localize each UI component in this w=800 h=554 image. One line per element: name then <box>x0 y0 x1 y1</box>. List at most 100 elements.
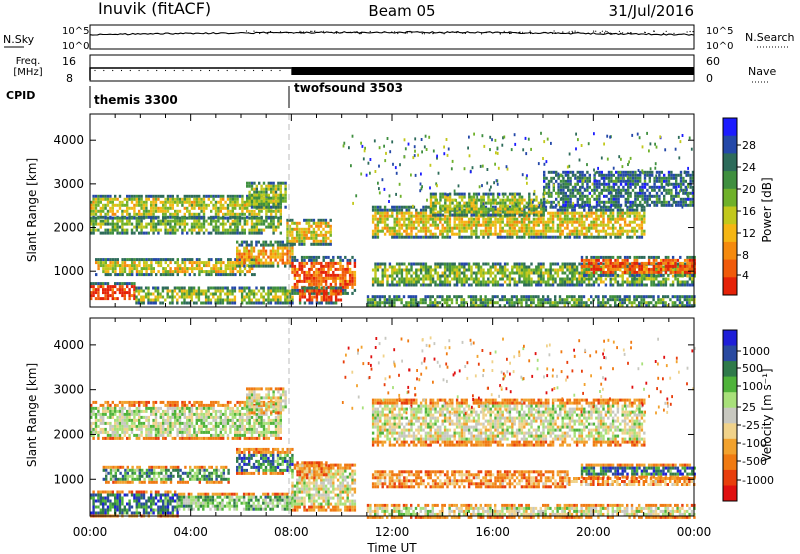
heatmap-cell <box>116 228 119 232</box>
heatmap-cell <box>527 220 531 224</box>
heatmap-cell <box>395 205 399 209</box>
heatmap-cell <box>322 270 325 274</box>
heatmap-cell <box>398 235 401 239</box>
heatmap-cell <box>284 205 287 209</box>
heatmap-cell <box>298 242 301 246</box>
heatmap-cell <box>506 220 509 224</box>
heatmap-cell <box>515 262 519 266</box>
heatmap-cell <box>465 280 468 284</box>
heatmap-cell <box>149 298 153 302</box>
heatmap-cell <box>540 201 543 205</box>
heatmap-cell <box>448 204 452 208</box>
heatmap-cell <box>477 277 480 281</box>
heatmap-cell <box>116 203 119 207</box>
heatmap-cell <box>327 261 330 265</box>
heatmap-cell <box>486 298 490 302</box>
heatmap-cell <box>191 258 194 262</box>
heatmap-cell <box>683 264 687 268</box>
heatmap-cell <box>446 232 449 236</box>
heatmap-cell <box>270 225 273 229</box>
heatmap-cell <box>444 210 447 214</box>
heatmap-cell <box>284 181 287 185</box>
heatmap-cell <box>455 226 459 230</box>
heatmap-cell <box>575 280 579 284</box>
heatmap-cell <box>460 210 464 214</box>
heatmap-cell <box>231 212 234 216</box>
heatmap-cell <box>479 295 482 299</box>
heatmap-cell <box>240 240 244 244</box>
heatmap-cell <box>506 298 509 302</box>
heatmap-cell <box>265 216 268 220</box>
heatmap-cell <box>494 210 497 214</box>
heatmap-cell <box>443 277 447 281</box>
heatmap-cell <box>528 213 531 217</box>
heatmap-cell <box>262 190 266 194</box>
heatmap-cell <box>609 270 612 274</box>
heatmap-cell <box>324 236 328 240</box>
heatmap-cell <box>619 226 622 230</box>
heatmap-cell <box>419 265 423 269</box>
heatmap-cell <box>530 277 533 281</box>
heatmap-cell <box>133 212 136 216</box>
heatmap-cell <box>604 301 607 305</box>
heatmap-cell <box>107 270 110 274</box>
heatmap-cell <box>272 216 275 220</box>
heatmap-cell <box>337 298 340 302</box>
heatmap-cell <box>487 232 490 236</box>
heatmap-cell <box>332 261 335 265</box>
heatmap-cell <box>186 267 189 271</box>
heatmap-cell <box>607 270 610 274</box>
heatmap-cell <box>99 258 103 262</box>
heatmap-cell <box>383 304 386 308</box>
heatmap-cell <box>231 206 234 210</box>
heatmap-cell <box>621 232 624 236</box>
heatmap-cell <box>592 280 596 284</box>
heatmap-cell <box>487 262 490 266</box>
heatmap-cell <box>475 235 478 239</box>
heatmap-cell <box>164 197 167 201</box>
heatmap-cell <box>525 268 528 272</box>
heatmap-cell <box>599 255 603 259</box>
heatmap-cell <box>229 216 232 220</box>
heatmap-cell <box>284 246 287 250</box>
heatmap-cell <box>152 270 155 274</box>
heatmap-cell <box>518 226 521 230</box>
heatmap-cell <box>202 212 206 216</box>
heatmap-cell <box>602 301 605 305</box>
heatmap-cell <box>643 217 646 221</box>
heatmap-cell <box>164 206 167 210</box>
heatmap-cell <box>516 207 519 211</box>
heatmap-cell <box>451 271 454 275</box>
heatmap-cell <box>496 207 500 211</box>
heatmap-cell <box>104 264 107 268</box>
heatmap-cell <box>448 295 451 299</box>
heatmap-cell <box>145 206 148 210</box>
heatmap-cell <box>176 203 179 207</box>
heatmap-cell <box>448 192 452 196</box>
heatmap-cell <box>212 264 215 268</box>
heatmap-cell <box>669 270 672 274</box>
heatmap-cell <box>90 228 93 232</box>
heatmap-cell <box>381 274 384 278</box>
heatmap-cell <box>549 205 552 209</box>
heatmap-cell <box>655 258 658 262</box>
heatmap-cell <box>102 291 105 295</box>
heatmap-cell <box>580 262 584 266</box>
heatmap-cell <box>659 280 663 284</box>
heatmap-cell <box>513 232 516 236</box>
heatmap-cell <box>626 261 629 265</box>
heatmap-cell <box>379 262 382 266</box>
heatmap-cell <box>537 274 540 278</box>
heatmap-cell <box>92 194 95 198</box>
heatmap-cell <box>611 232 615 236</box>
heatmap-cell <box>465 213 469 217</box>
heatmap-cell <box>532 301 535 305</box>
heatmap-cell <box>573 211 576 215</box>
heatmap-cell <box>92 203 95 207</box>
heatmap-cell <box>546 298 550 302</box>
heatmap-cell <box>176 219 179 223</box>
heatmap-cell <box>262 196 266 200</box>
heatmap-cell <box>573 277 576 281</box>
heatmap-cell <box>341 288 345 292</box>
heatmap-cell <box>118 200 122 204</box>
